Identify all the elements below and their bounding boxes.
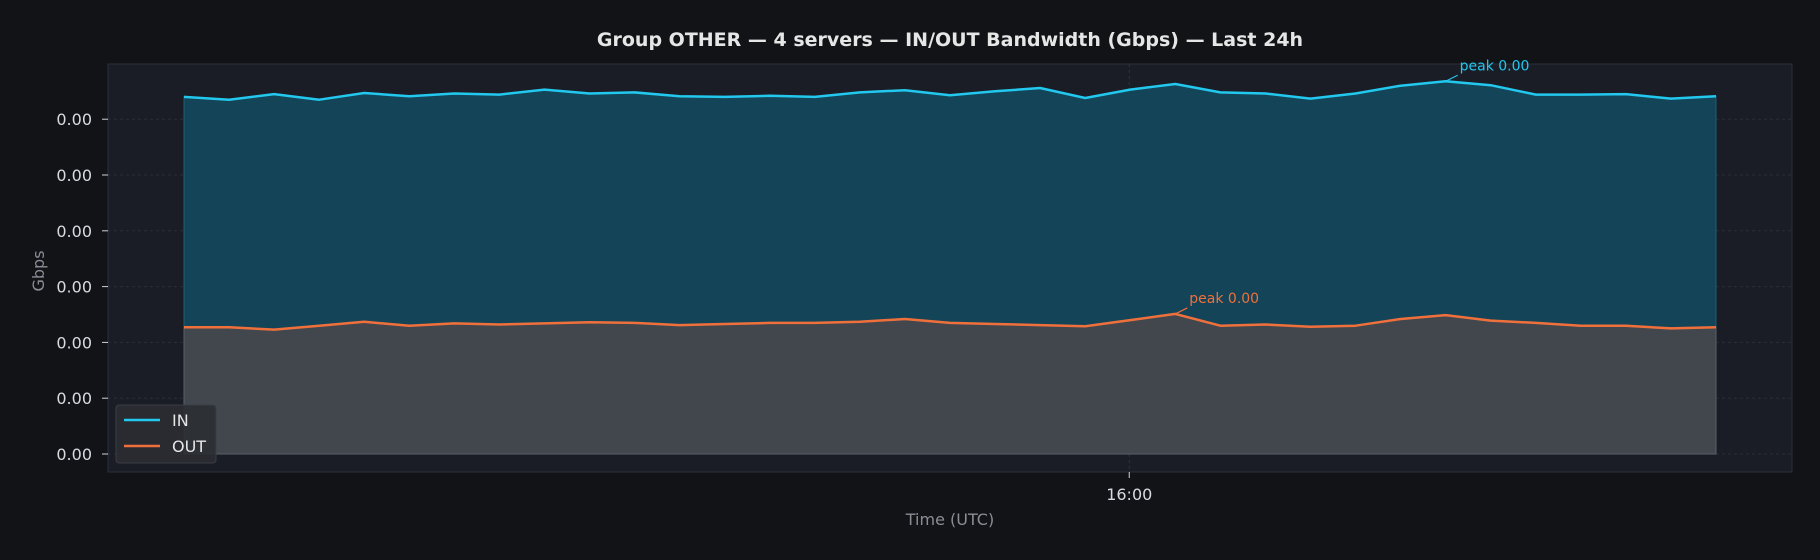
y-tick-label: 0.00 (56, 333, 92, 352)
axes: 0.00 0.00 0.00 0.00 0.00 0.00 0.00 16:00 (56, 110, 1152, 504)
legend-label-out: OUT (172, 437, 206, 456)
legend: IN OUT (115, 404, 217, 464)
annotations: peak 0.00 peak 0.00 (1175, 58, 1530, 315)
y-tick-label: 0.00 (56, 110, 92, 129)
x-axis-label: Time (UTC) (905, 510, 994, 529)
legend-label-in: IN (172, 411, 189, 430)
y-tick-label: 0.00 (56, 389, 92, 408)
x-tick-label: 16:00 (1106, 485, 1152, 504)
series-areas (183, 80, 1717, 455)
chart-title: Group OTHER — 4 servers — IN/OUT Bandwid… (597, 29, 1303, 51)
y-tick-label: 0.00 (56, 166, 92, 185)
y-axis-label: Gbps (29, 250, 48, 291)
annotation-peak-out: peak 0.00 (1189, 291, 1259, 307)
y-tick-label: 0.00 (56, 445, 92, 464)
annotation-arrow-in (1445, 74, 1458, 82)
series-line-in (183, 80, 1717, 101)
y-tick-label: 0.00 (56, 222, 92, 241)
series-line-out (184, 312, 1717, 331)
series-lines (183, 80, 1717, 331)
y-tick-label: 0.00 (56, 278, 92, 297)
area-out (183, 313, 1717, 455)
annotation-arrow-out (1175, 307, 1188, 315)
annotation-peak-in: peak 0.00 (1460, 58, 1530, 74)
